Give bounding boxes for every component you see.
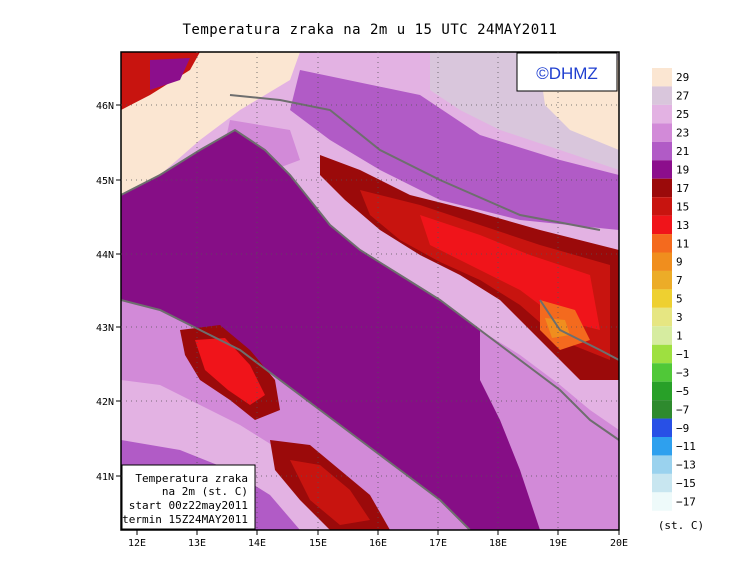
legend-label: 3 [676,311,683,324]
legend-swatch [652,473,672,493]
legend-label: 7 [676,274,683,287]
coastlines [121,94,619,530]
legend-label: −5 [676,385,689,398]
legend-swatch [652,455,672,474]
lat-tick: 46N [96,101,114,112]
info-box: Temperatura zraka na 2m (st. C) start 00… [121,464,256,530]
legend-swatch [652,86,672,105]
legend-swatch [652,363,672,382]
graticule [121,52,619,530]
legend-swatch [652,492,672,511]
legend-swatch [652,289,672,308]
lon-tick: 20E [610,538,628,549]
info-line: start 00z22may2011 [129,499,248,512]
map-frame [120,51,620,531]
legend-label: 11 [676,237,689,250]
legend-swatch [652,400,672,419]
legend-swatch [652,437,672,456]
legend-swatch [652,252,672,271]
info-line: Temperatura zraka [135,472,248,485]
legend-label: −15 [676,477,696,490]
legend-swatch [652,381,672,401]
legend-swatch [652,307,672,327]
legend-label: −3 [676,366,689,379]
info-line: na 2m (st. C) [162,485,248,498]
legend-swatch [652,141,672,161]
lon-tick: 15E [309,538,327,549]
legend-label: 25 [676,108,689,121]
legend-label: 17 [676,182,689,195]
lon-tick: 16E [369,538,387,549]
lat-tick: 44N [96,250,114,261]
legend-label: 1 [676,330,683,343]
legend-label: 15 [676,200,689,213]
legend-swatch [652,104,672,124]
legend-unit: (st. C) [658,519,704,532]
legend-label: 21 [676,145,689,158]
legend-swatch [652,270,672,290]
lon-tick: 13E [188,538,206,549]
logo-text: ©DHMZ [536,64,598,83]
legend-label: −7 [676,403,689,416]
legend-swatch [652,123,672,142]
legend-swatch [652,160,672,179]
lat-tick: 42N [96,397,114,408]
legend-label: −1 [676,348,689,361]
lon-tick: 18E [489,538,507,549]
lat-tick: 45N [96,176,114,187]
legend-swatch [652,418,672,437]
legend-label: 29 [676,71,689,84]
legend-label: −11 [676,440,696,453]
legend-swatch [652,178,672,198]
lon-tick: 19E [549,538,567,549]
legend-label: 23 [676,127,689,140]
legend-label: 27 [676,90,689,103]
legend-swatch [652,215,672,235]
lon-tick: 12E [128,538,146,549]
map-title: Temperatura zraka na 2m u 15 UTC 24MAY20… [182,22,558,38]
dhmz-logo: ©DHMZ [516,52,618,92]
legend-swatch [652,234,672,253]
legend-label: −9 [676,422,689,435]
legend-label: 9 [676,256,683,269]
lon-tick: 14E [248,538,266,549]
legend-swatch [652,68,672,87]
color-legend: 29 27 25 23 21 19 17 15 13 11 9 7 5 3 1 −1 −3 −5 −7 −9 −11 −1… [652,68,696,511]
lat-tick: 43N [96,323,114,334]
legend-swatch [652,326,672,345]
legend-swatch [652,344,672,364]
legend-label: −13 [676,459,696,472]
legend-label: 5 [676,293,683,306]
temperature-field [121,52,619,530]
lon-tick: 17E [429,538,447,549]
legend-label: 13 [676,219,689,232]
legend-label: 19 [676,163,689,176]
info-line: termin 15Z24MAY2011 [122,513,248,526]
lat-tick: 41N [96,472,114,483]
legend-swatch [652,197,672,216]
legend-label: −17 [676,496,696,509]
